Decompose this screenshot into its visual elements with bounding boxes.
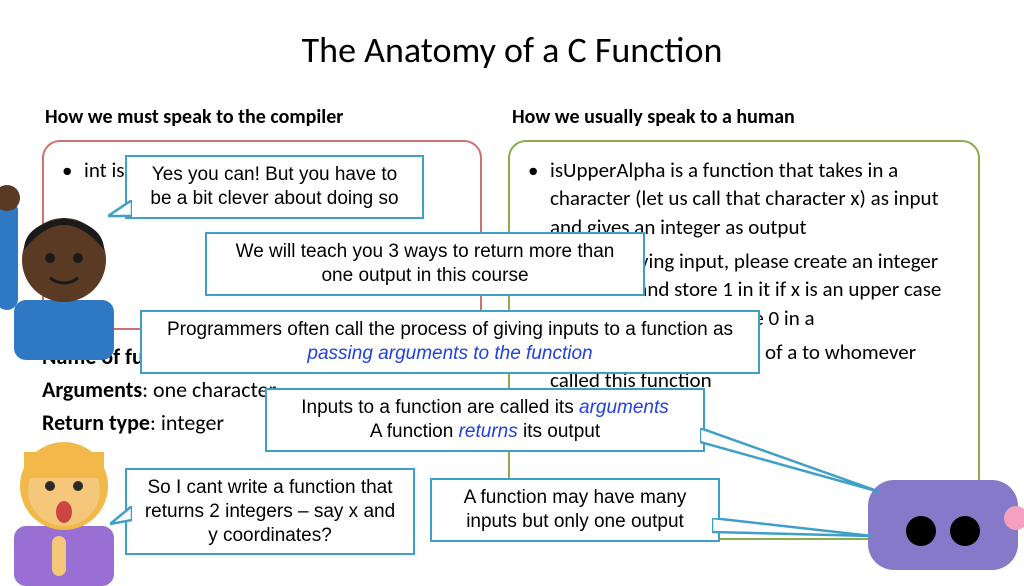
- bubble-tail-icon: [108, 200, 132, 224]
- bubble-passing-args-text: Programmers often call the process of gi…: [167, 319, 733, 340]
- bubble-tail-icon: [110, 506, 132, 528]
- slide-title: The Anatomy of a C Function: [0, 0, 1024, 72]
- returns-em: returns: [459, 421, 518, 442]
- args-text-a: Inputs to a function are called its: [301, 397, 579, 418]
- args-em: arguments: [579, 397, 669, 418]
- bubble-cant-write: So I cant write a function that returns …: [125, 468, 415, 555]
- bubble-tail-icon: [712, 518, 872, 548]
- args-label: Arguments: [42, 376, 142, 403]
- returns-text-a: A function: [370, 421, 459, 442]
- bubble-yes-you-can: Yes you can! But you have to be a bit cl…: [125, 155, 424, 219]
- human-text-1: isUpperAlpha is a function that takes in…: [550, 156, 960, 241]
- robot-icon: [868, 480, 1018, 570]
- bubble-three-ways: We will teach you 3 ways to return more …: [205, 232, 645, 296]
- subtitle-compiler: How we must speak to the compiler: [45, 105, 343, 129]
- return-value: : integer: [150, 409, 224, 436]
- human-bullet-1: • isUpperAlpha is a function that takes …: [528, 156, 960, 241]
- args-value: : one character: [142, 376, 276, 403]
- bubble-passing-args: Programmers often call the process of gi…: [140, 310, 760, 374]
- passing-args-em: passing arguments to the function: [307, 343, 592, 364]
- bubble-many-inputs: A function may have many inputs but only…: [430, 478, 720, 542]
- bubble-tail-icon: [700, 428, 880, 498]
- bubble-arguments-returns: Inputs to a function are called its argu…: [265, 388, 705, 452]
- person-thinking-icon: [0, 416, 134, 586]
- returns-text-b: its output: [518, 421, 600, 442]
- subtitle-human: How we usually speak to a human: [512, 105, 795, 129]
